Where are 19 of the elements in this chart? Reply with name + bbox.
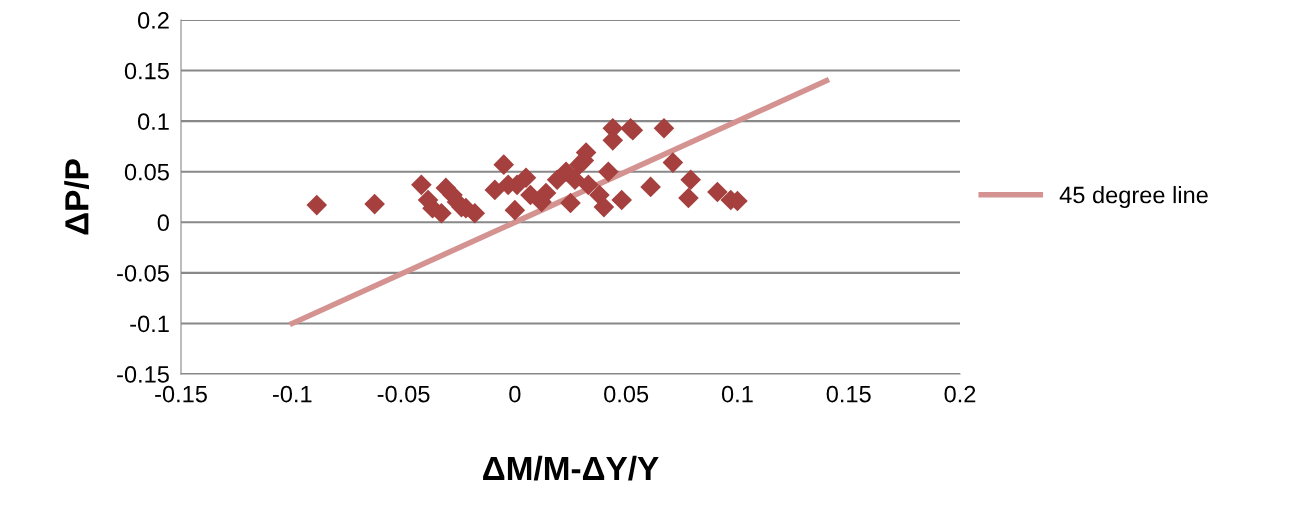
- x-tick-label: -0.05: [377, 385, 430, 403]
- y-axis-title: ΔP/P: [64, 159, 89, 235]
- y-tick-label: 0.2: [137, 12, 169, 29]
- x-tick-label: -0.1: [272, 385, 312, 403]
- y-tick-label: 0.15: [124, 62, 169, 80]
- y-tick-label: -0.05: [117, 264, 169, 282]
- x-tick-label: 0.2: [944, 385, 976, 403]
- x-tick-label: 0.05: [604, 385, 649, 403]
- x-tick-label: 0.15: [826, 385, 871, 403]
- y-tick-label: 0.05: [124, 163, 169, 181]
- y-tick-label: -0.1: [130, 315, 169, 333]
- y-tick-label: -0.15: [117, 366, 169, 383]
- y-tick-label: 0: [157, 214, 169, 232]
- x-tick-label: -0.15: [155, 385, 207, 403]
- x-axis-title: ΔM/M-ΔY/Y: [483, 455, 659, 481]
- x-tick-label: 0.1: [721, 385, 753, 403]
- x-tick-label: 0: [509, 385, 521, 403]
- y-tick-label: 0.1: [137, 113, 169, 130]
- legend-label: 45 degree line: [1059, 186, 1208, 208]
